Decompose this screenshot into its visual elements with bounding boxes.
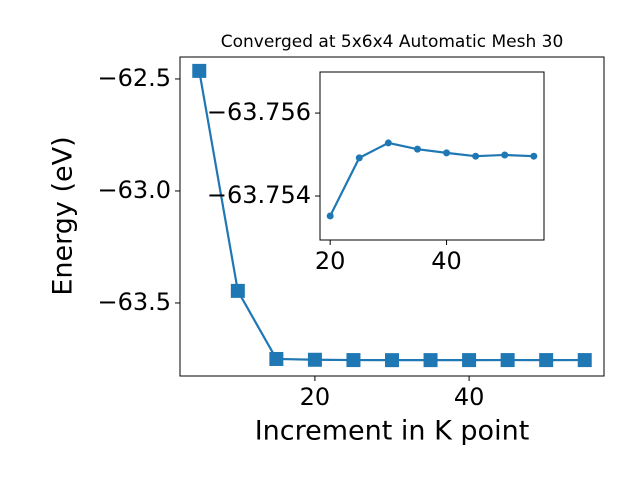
data-point	[230, 283, 245, 298]
data-point	[307, 352, 322, 367]
y-tick-label: −63.756	[207, 98, 311, 126]
y-tick-label: −63.754	[207, 181, 311, 209]
data-point	[443, 149, 451, 157]
data-point	[472, 152, 480, 160]
data-point	[355, 154, 363, 162]
data-point	[501, 151, 509, 159]
y-tick-label: −63.5	[97, 288, 171, 316]
y-tick-label: −63.0	[97, 176, 171, 204]
data-point	[577, 353, 592, 368]
axes-frame	[319, 71, 545, 241]
x-tick-label: 20	[300, 383, 331, 411]
data-point	[384, 139, 392, 147]
axes-frame	[179, 56, 605, 377]
data-point	[269, 351, 284, 366]
data-point	[539, 353, 554, 368]
chart-title: Converged at 5x6x4 Automatic Mesh 30	[221, 32, 564, 52]
data-point	[192, 63, 207, 78]
x-tick-label: 20	[315, 247, 346, 275]
data-point	[385, 353, 399, 368]
data-point	[413, 145, 421, 153]
data-line	[329, 141, 534, 217]
data-point	[500, 353, 515, 368]
x-tick-label: 40	[431, 247, 462, 275]
data-point	[462, 353, 477, 368]
data-point	[326, 212, 334, 220]
data-point	[346, 353, 361, 368]
y-tick-label: −62.5	[97, 64, 171, 92]
data-point	[423, 353, 438, 368]
y-axis-label: Energy (eV)	[48, 136, 79, 295]
data-point	[530, 152, 538, 160]
x-tick-label: 40	[454, 383, 485, 411]
x-axis-label: Increment in K point	[255, 416, 530, 447]
